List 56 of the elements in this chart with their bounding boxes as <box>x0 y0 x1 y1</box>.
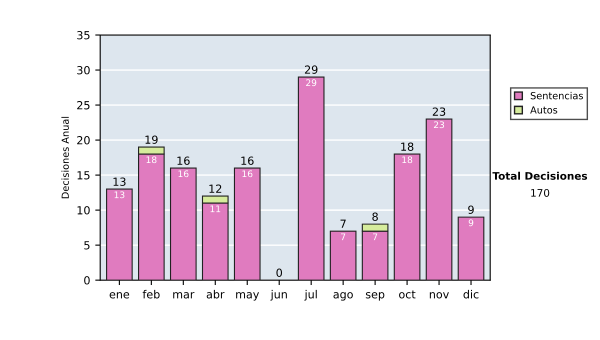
bar <box>234 168 261 280</box>
data-label: 18 <box>146 156 156 164</box>
total-label: 8 <box>372 212 378 221</box>
y-tick-label: 25 <box>77 101 90 110</box>
y-tick-label: 35 <box>77 30 90 40</box>
total-label: 29 <box>304 65 318 74</box>
data-label: 29 <box>306 79 316 86</box>
data-label: 11 <box>210 205 220 212</box>
text: 170 <box>531 188 550 197</box>
total-label: 16 <box>241 156 254 165</box>
total-label: 9 <box>468 206 474 214</box>
x-tick-label: feb <box>142 290 160 298</box>
total-label: 12 <box>209 184 222 193</box>
y-tick-label: 5 <box>84 241 90 250</box>
bar <box>106 188 133 280</box>
bar <box>426 118 452 280</box>
y-tick-label: 0 <box>84 276 90 285</box>
x-tick-label: jun <box>270 290 287 301</box>
data-label: 18 <box>402 156 412 164</box>
total-label: 0 <box>276 268 282 277</box>
x-tick-label: nov <box>430 292 449 298</box>
legend-label: Autos <box>530 106 558 114</box>
x-tick-label: sep <box>366 292 384 301</box>
data-label: 13 <box>114 191 124 198</box>
total-label: 7 <box>340 220 346 228</box>
x-tick-label: ene <box>110 292 130 298</box>
bar <box>298 76 325 280</box>
x-tick-label: ago <box>333 292 353 301</box>
bar <box>458 216 484 280</box>
y-tick-label: 30 <box>77 66 90 74</box>
total-label: 16 <box>177 156 190 165</box>
bar <box>170 168 197 280</box>
legend-label: Sentencias <box>530 92 583 100</box>
bar <box>330 230 356 280</box>
x-tick-label: jul <box>304 290 317 301</box>
data-label: 23 <box>434 121 444 128</box>
total-label: 18 <box>401 142 414 151</box>
y-tick-label: 10 <box>78 206 90 214</box>
text: Total Decisiones <box>492 172 588 180</box>
y-axis-title: Decisiones Anual <box>61 116 69 198</box>
x-tick-label: dic <box>464 290 478 298</box>
total-label: 19 <box>146 135 158 144</box>
total-label: 13 <box>114 178 126 186</box>
x-tick-label: oct <box>399 290 416 298</box>
total-label: 23 <box>432 107 446 116</box>
data-label: 9 <box>468 219 474 226</box>
data-label: 7 <box>372 234 378 240</box>
data-label: 16 <box>178 170 188 178</box>
y-tick-label: 15 <box>78 171 90 180</box>
x-tick-label: abr <box>206 290 224 298</box>
data-label: 16 <box>242 170 252 178</box>
x-tick-label: may <box>236 292 260 301</box>
data-label: 7 <box>341 234 346 240</box>
y-tick-label: 20 <box>77 136 90 144</box>
bar <box>394 154 420 280</box>
x-tick-label: mar <box>173 292 194 298</box>
